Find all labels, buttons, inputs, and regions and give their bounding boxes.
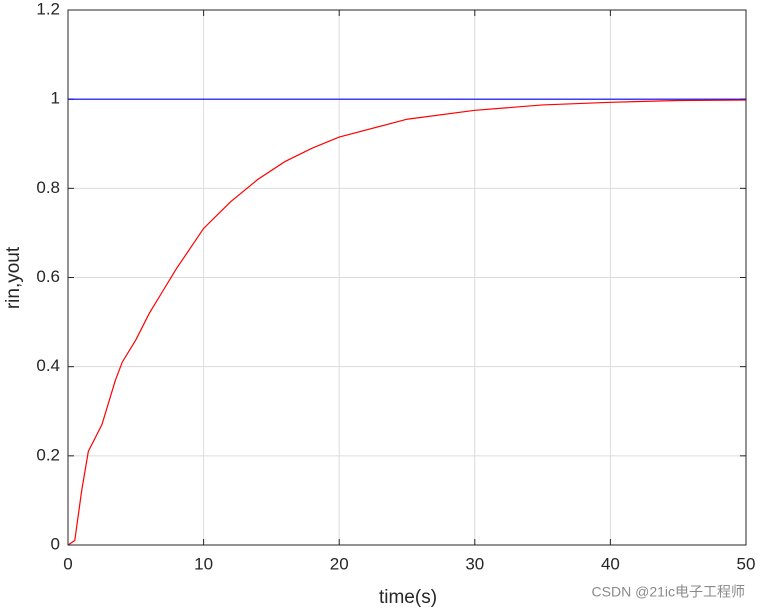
- y-tick-label: 0.6: [36, 267, 60, 286]
- watermark: CSDN @21ic电子工程师: [592, 584, 745, 600]
- x-tick-label: 30: [465, 554, 484, 573]
- x-tick-label: 20: [330, 554, 349, 573]
- x-tick-label: 10: [194, 554, 213, 573]
- x-axis-label: time(s): [379, 587, 437, 608]
- x-tick-label: 0: [63, 554, 72, 573]
- y-tick-label: 1.2: [36, 0, 60, 18]
- y-tick-label: 1: [51, 89, 60, 108]
- y-axis-label: rin,yout: [3, 246, 24, 309]
- x-tick-label: 40: [601, 554, 620, 573]
- y-tick-label: 0.8: [36, 178, 60, 197]
- data-line: [67, 99, 747, 546]
- x-tick-label: 50: [737, 554, 756, 573]
- y-tick-label: 0.4: [36, 356, 60, 375]
- y-tick-label: 0: [51, 534, 60, 553]
- plot-frame: [67, 9, 747, 546]
- y-tick-label: 0.2: [36, 445, 60, 464]
